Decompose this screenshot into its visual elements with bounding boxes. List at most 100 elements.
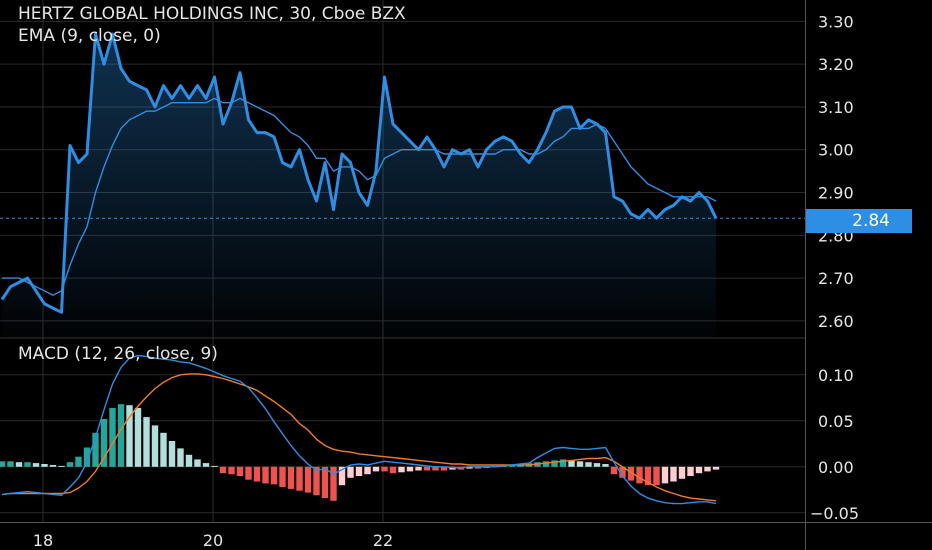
macd-histogram-bar [228, 466, 235, 475]
macd-histogram-bar [508, 465, 516, 467]
macd-histogram-bar [653, 466, 660, 486]
macd-tick-label: −0.05 [810, 504, 859, 523]
macd-histogram-bar [678, 466, 686, 479]
macd-histogram-bar [177, 448, 184, 467]
macd-legend: MACD (12, 26, close, 9) [18, 344, 218, 364]
price-line [0, 32, 718, 314]
macd-histogram-bar [75, 456, 82, 467]
macd-histogram-bar [406, 466, 414, 472]
macd-histogram-bar [287, 466, 295, 489]
macd-histogram-bar [15, 462, 23, 467]
macd-histogram-bar [185, 454, 193, 467]
macd-histogram-bar [109, 407, 116, 467]
macd-histogram-bar [49, 465, 57, 467]
macd-histogram-bar [0, 461, 6, 467]
macd-histogram-bar [253, 466, 261, 482]
macd-histogram-bar [134, 407, 142, 467]
macd-histogram-bar [474, 466, 482, 469]
macd-histogram-bar [602, 464, 609, 467]
macd-histogram-bar [330, 466, 337, 501]
price-area-fill [2, 34, 716, 338]
macd-pane [0, 354, 720, 505]
macd-histogram-bar [92, 432, 99, 467]
price-tick-label: 2.70 [818, 269, 854, 288]
macd-histogram-bar [32, 463, 40, 467]
macd-histogram-bar [559, 459, 567, 467]
macd-histogram-bar [202, 463, 210, 467]
price-tick-label: 3.00 [818, 141, 854, 160]
macd-histogram-bar [100, 419, 108, 467]
macd-histogram-bar [41, 464, 48, 467]
price-tick-label: 3.10 [818, 98, 854, 117]
macd-histogram-bar [712, 466, 720, 470]
macd-histogram-bar [270, 466, 278, 485]
macd-histogram-bar [551, 460, 558, 467]
macd-histogram-bar [661, 466, 669, 484]
macd-histogram-bar [636, 466, 643, 484]
macd-histogram-bar [236, 466, 244, 476]
macd-histogram-bar [355, 466, 363, 476]
ema-legend: EMA (9, close, 0) [18, 26, 161, 46]
macd-histogram-bar [576, 461, 584, 467]
price-pane [0, 32, 805, 338]
macd-histogram-bar [372, 466, 380, 472]
signal-line [1, 373, 717, 502]
macd-histogram-bar [245, 466, 252, 480]
macd-histogram-bar [593, 463, 601, 467]
macd-histogram-bar [219, 466, 227, 474]
macd-line [1, 354, 717, 505]
macd-histogram-bar [168, 441, 176, 467]
macd-histogram-bar [627, 466, 635, 481]
macd-histogram-bar [704, 466, 711, 472]
macd-histogram-bar [279, 466, 286, 487]
macd-histogram-bar [24, 462, 31, 467]
macd-histogram-bar [415, 466, 422, 471]
macd-histogram-bar [644, 466, 652, 486]
macd-histogram-bar [619, 466, 626, 478]
macd-histogram-bar [321, 466, 329, 499]
macd-histogram-bar [432, 466, 439, 471]
macd-histogram-bar [347, 466, 354, 478]
macd-histogram-bar [338, 466, 346, 486]
macd-histogram-bar [262, 466, 269, 484]
macd-histogram-bar [542, 461, 550, 467]
x-tick-label: 18 [33, 531, 53, 550]
macd-histogram-bar [423, 466, 431, 471]
macd-histogram-bar [58, 465, 65, 467]
macd-tick-label: 0.05 [818, 412, 854, 431]
macd-histogram-bar [296, 466, 303, 491]
macd-histogram-bar [66, 462, 74, 467]
price-tick-label: 2.60 [818, 312, 854, 331]
macd-histogram-bar [381, 466, 388, 472]
macd-histogram-bar [687, 466, 694, 476]
macd-histogram-bar [126, 405, 133, 467]
macd-histogram-bar [160, 432, 167, 467]
macd-histogram-bar [313, 466, 320, 496]
macd-histogram-bar [466, 466, 473, 469]
macd-histogram-bar [7, 461, 14, 467]
macd-histogram-bar [440, 466, 448, 471]
macd-histogram-bar [143, 417, 150, 467]
macd-histogram-bar [670, 466, 677, 482]
price-tick-label: 3.30 [818, 12, 854, 31]
macd-histogram-bar [304, 466, 312, 493]
macd-histogram-bar [398, 466, 405, 473]
macd-histogram-bar [194, 459, 201, 467]
x-tick-label: 22 [373, 531, 393, 550]
macd-histogram-bar [117, 404, 125, 467]
macd-histogram-bar [364, 466, 371, 475]
chart-title: HERTZ GLOBAL HOLDINGS INC, 30, Cboe BZX [18, 4, 406, 24]
macd-histogram-bar [83, 447, 91, 467]
macd-histogram-bar [389, 466, 397, 474]
macd-histogram-bar [151, 425, 159, 467]
macd-histogram-bar [610, 466, 618, 475]
last-price-label: 2.84 [806, 209, 912, 233]
price-tick-label: 2.90 [818, 184, 854, 203]
macd-tick-label: 0.00 [818, 458, 854, 477]
price-tick-label: 3.20 [818, 55, 854, 74]
x-tick-label: 20 [203, 531, 223, 550]
macd-tick-label: 0.10 [818, 366, 854, 385]
macd-histogram-bar [211, 465, 218, 467]
macd-histogram-bar [585, 462, 592, 467]
